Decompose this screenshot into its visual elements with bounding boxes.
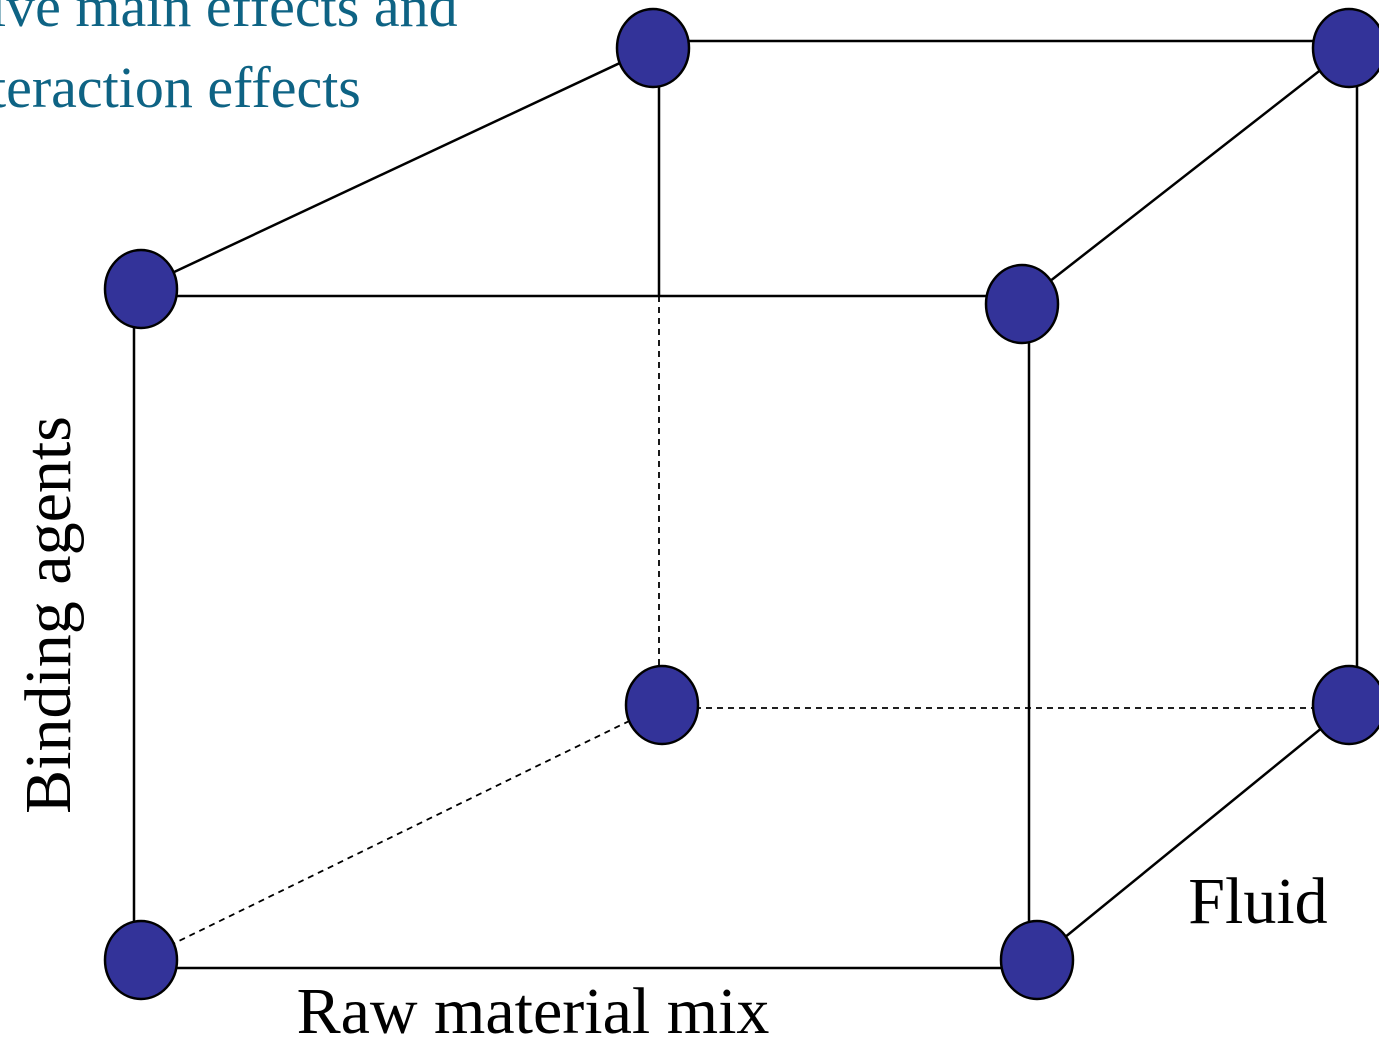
vertex-front-bottom-right — [999, 919, 1075, 1001]
design-points — [103, 7, 1379, 1001]
vertex-front-top-right — [984, 263, 1060, 345]
cube-hidden-edges — [139, 296, 1350, 961]
vertex-front-top-left — [103, 248, 179, 330]
edge-bottom-right-diagonal — [1036, 704, 1351, 961]
vertex-back-bottom-right — [1311, 664, 1379, 746]
axis-label-depth: Fluid — [1188, 865, 1327, 938]
edge-top-right-diagonal — [1021, 46, 1351, 304]
axis-label-vertical: Binding agents — [12, 416, 85, 814]
header-line-2: teraction effects — [0, 55, 361, 120]
vertex-front-bottom-left — [103, 919, 179, 1001]
vertex-back-top-left — [615, 7, 691, 89]
edge-bottom-left-diagonal — [139, 704, 663, 961]
axis-label-horizontal: Raw material mix — [297, 975, 770, 1039]
header-line-1: ive main effects and — [0, 0, 458, 39]
edge-top-left-diagonal — [139, 45, 655, 290]
vertex-back-bottom-left — [624, 664, 700, 746]
vertex-back-top-right — [1311, 7, 1379, 89]
cube-edges — [132, 39, 1359, 970]
